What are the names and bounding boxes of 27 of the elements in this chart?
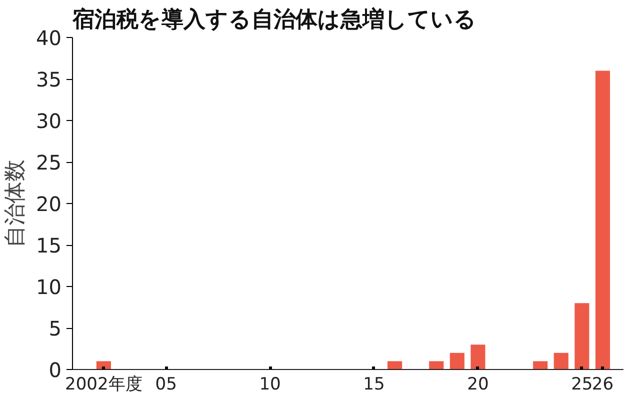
y-tick-label: 20 xyxy=(36,192,62,216)
bar xyxy=(388,361,402,370)
y-tick-label: 30 xyxy=(36,109,62,133)
x-tick-label: 10 xyxy=(259,374,281,394)
y-axis-title: 自治体数 xyxy=(3,160,28,248)
bar xyxy=(595,70,610,370)
chart-title: 宿泊税を導入する自治体は急増している xyxy=(72,6,476,32)
y-tick-label: 5 xyxy=(48,316,62,340)
y-tick-label: 10 xyxy=(36,275,62,299)
bar xyxy=(533,361,548,370)
y-tick-label: 40 xyxy=(36,26,62,50)
bar xyxy=(574,303,590,370)
bar xyxy=(450,352,464,370)
y-tick-label: 0 xyxy=(48,358,62,382)
bar xyxy=(470,344,486,370)
x-tick-label: 25 xyxy=(571,374,593,394)
bar xyxy=(554,352,568,370)
x-tick-label: 20 xyxy=(467,374,489,394)
y-tick-label: 15 xyxy=(36,234,62,258)
x-tick-label: 2002年度 xyxy=(65,374,142,394)
x-tick-label: 05 xyxy=(155,374,177,394)
bar xyxy=(96,361,111,370)
x-tick-label: 26 xyxy=(592,374,614,394)
bar xyxy=(429,361,444,370)
y-tick-label: 25 xyxy=(36,150,62,174)
x-tick-label: 15 xyxy=(363,374,385,394)
y-tick-label: 35 xyxy=(36,68,62,92)
